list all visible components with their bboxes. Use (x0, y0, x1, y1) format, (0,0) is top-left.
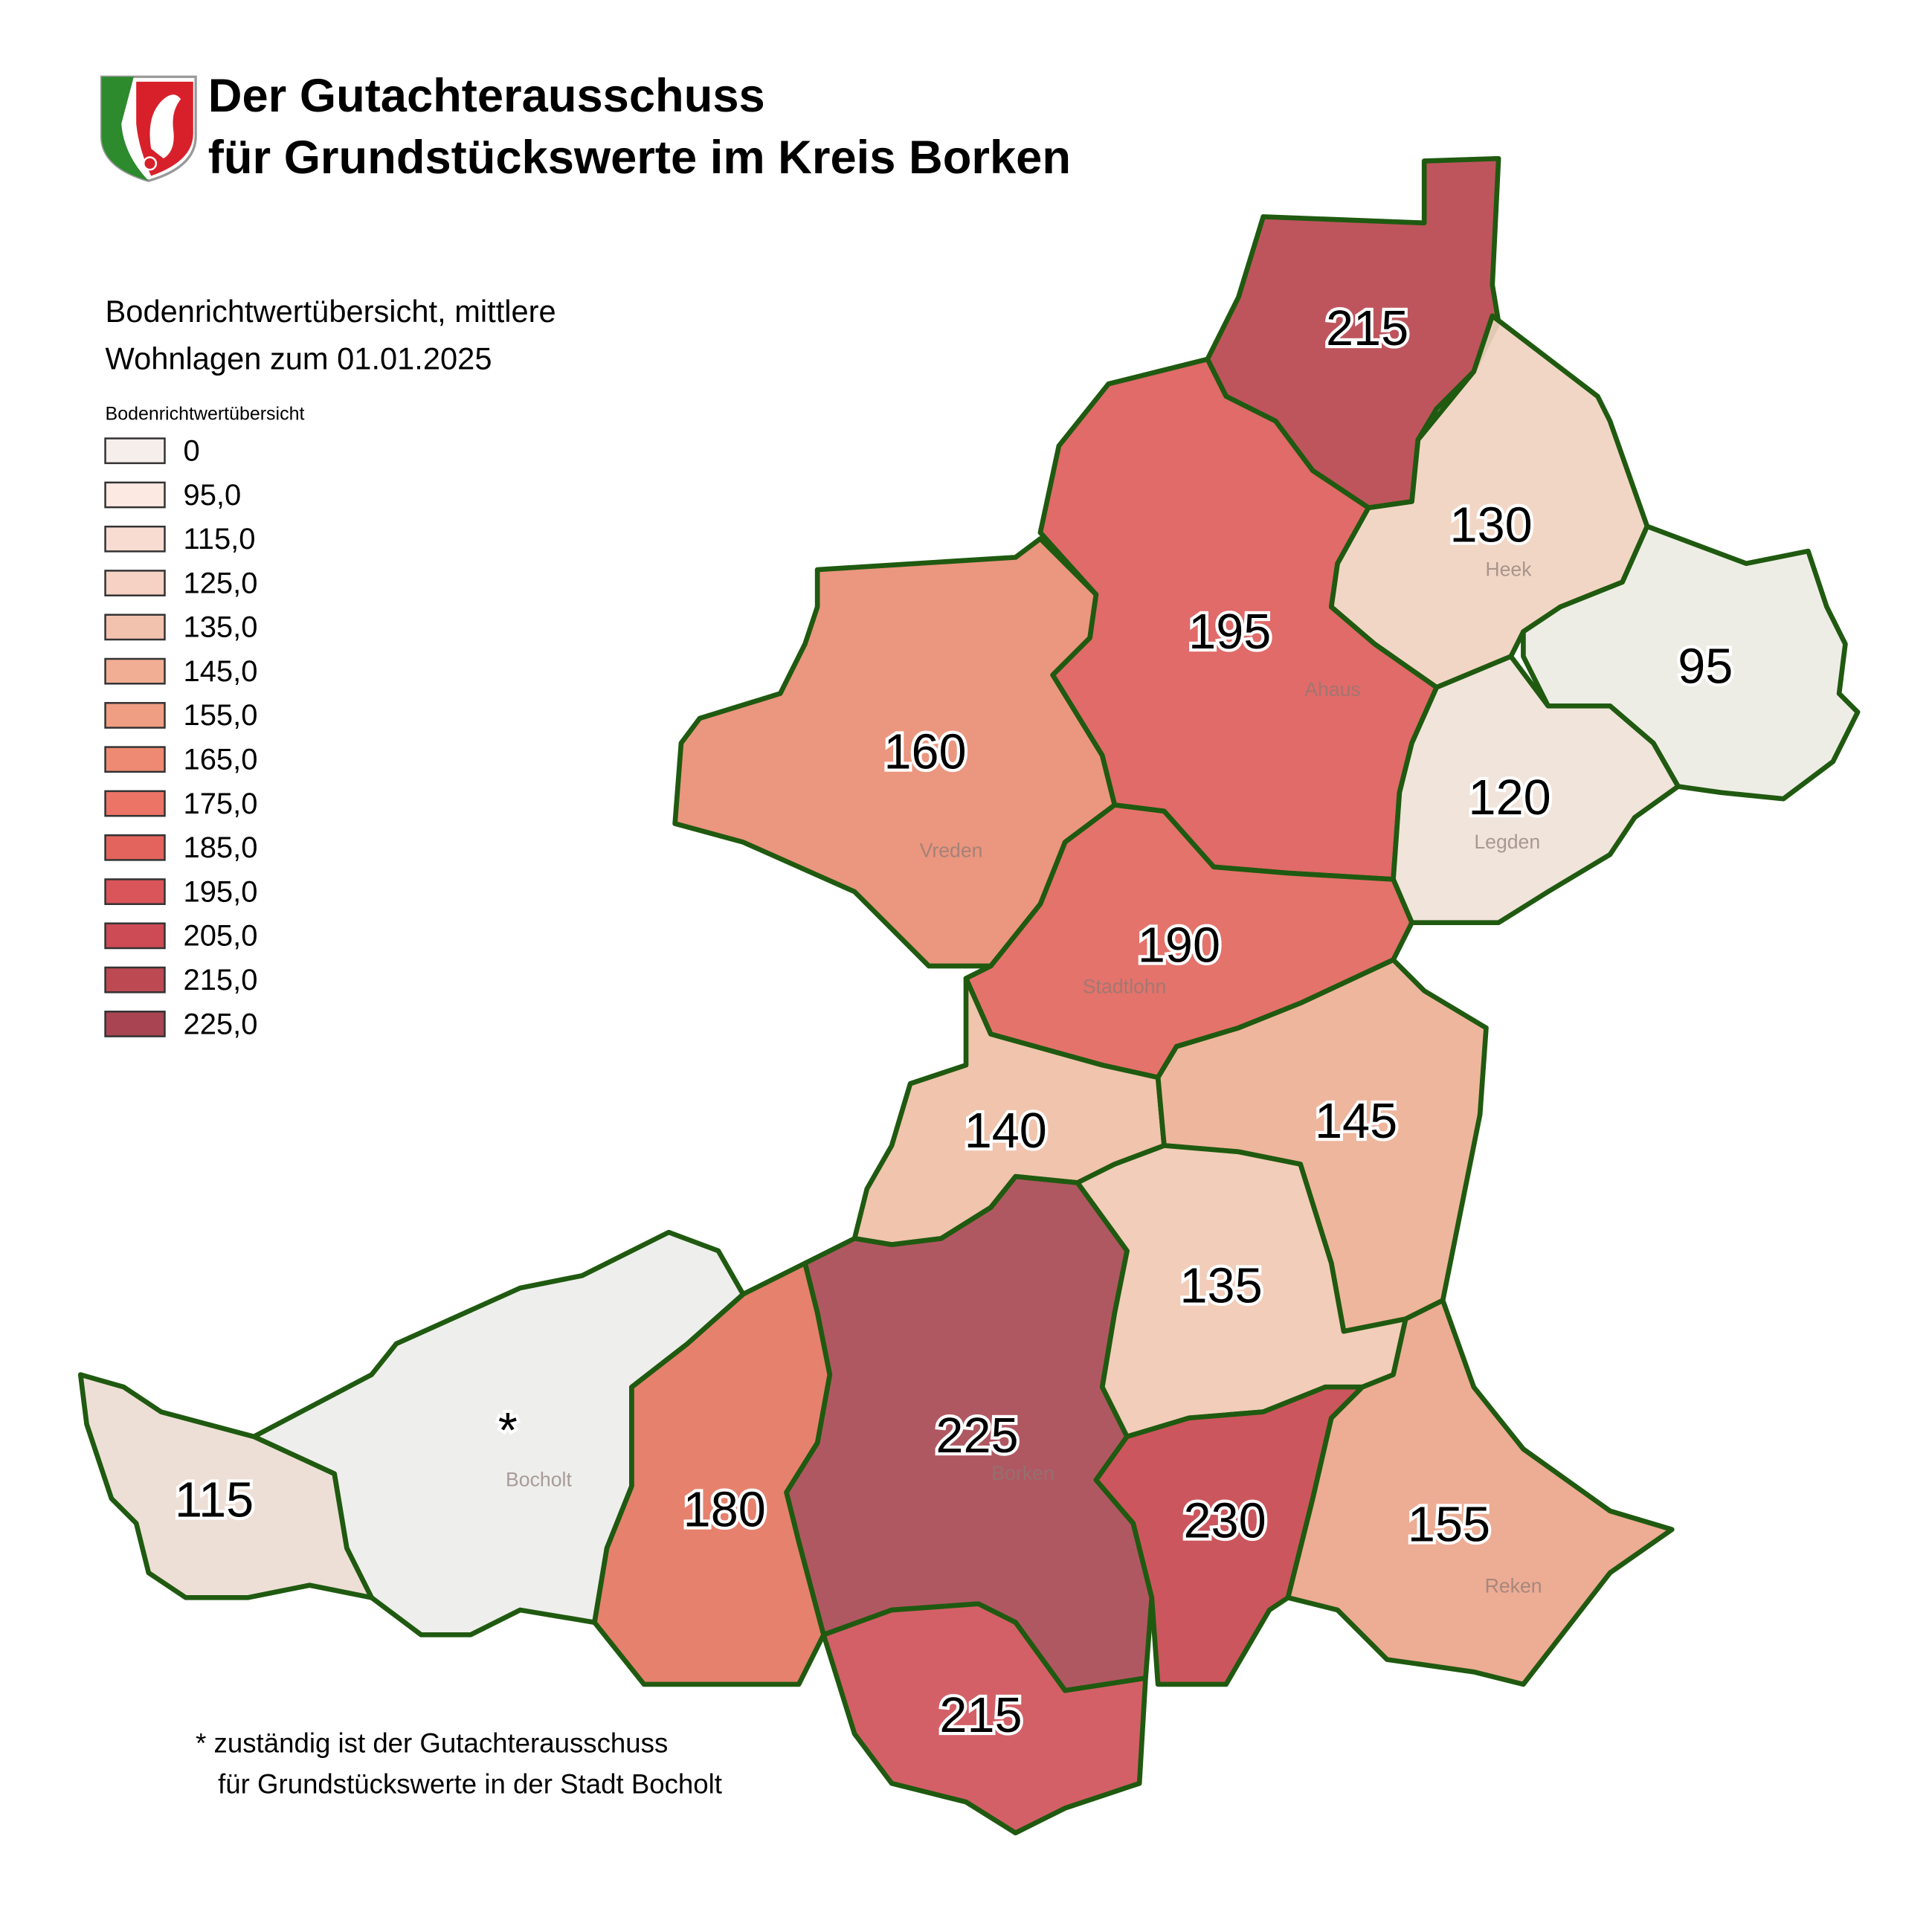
region-labels: 215 195 130 95 120 160 190 140 145 135 225 180 215 23… (172, 298, 1736, 1747)
legend-label: 195,0 (183, 875, 257, 908)
legend-label: 0 (183, 435, 199, 468)
legend-swatch (104, 834, 166, 861)
footnote: * zuständig ist der Gutachterausschuss (196, 1728, 668, 1759)
place-name: Bocholt (506, 1468, 572, 1490)
legend-swatch (104, 1011, 166, 1037)
legend-label: 155,0 (183, 699, 257, 732)
place-name: Vreden (920, 839, 983, 861)
legend-swatch (104, 746, 166, 773)
place-name: Reken (1485, 1575, 1542, 1597)
legend-swatch (104, 922, 166, 950)
title: für Grundstückswerte im Kreis Borken (208, 132, 1071, 184)
subtitle: Wohnlagen zum 01.01.2025 (106, 341, 492, 376)
place-name: Borken (991, 1462, 1054, 1484)
region-value: 225 (936, 1408, 1018, 1464)
legend-swatch (104, 525, 166, 553)
legend-swatch (104, 437, 166, 465)
subtitle: Bodenrichtwertübersicht, mittlere (106, 294, 556, 329)
region-value: 120 (1469, 770, 1551, 825)
region-value: 140 (965, 1104, 1047, 1159)
region-value: 145 (1315, 1094, 1397, 1149)
region (77, 1372, 374, 1600)
legend-label: 95,0 (183, 479, 241, 512)
region-value: 135 (1179, 1258, 1262, 1313)
legend-label: 215,0 (183, 964, 257, 996)
region-value: 160 (883, 724, 966, 779)
footnote: für Grundstückswerte in der Stadt Bochol… (218, 1768, 722, 1799)
legend-label: 125,0 (183, 567, 257, 599)
legend: 0 95,0 115,0 125,0 135,0 145,0 155,0 165,0 175,0… (104, 435, 257, 1040)
legend-label: 165,0 (183, 744, 257, 776)
legend-swatch (104, 702, 166, 729)
region-value: 215 (939, 1688, 1022, 1743)
region-value: 190 (1138, 918, 1220, 973)
region-value: 180 (683, 1483, 766, 1538)
region-value: 95 (1678, 640, 1733, 695)
place-name: Heek (1485, 558, 1532, 580)
legend-swatch (104, 657, 166, 685)
legend-label: 225,0 (183, 1008, 257, 1040)
region (1391, 654, 1681, 926)
regions (77, 155, 1861, 1836)
legend-swatch (104, 570, 166, 596)
region (1521, 524, 1861, 802)
region (821, 1601, 1148, 1836)
place-name: Stadtlohn (1083, 976, 1167, 998)
coat-of-arms (100, 75, 197, 182)
legend-swatch (104, 966, 166, 994)
legend-label: 205,0 (183, 920, 257, 953)
region (251, 1229, 746, 1638)
region-value: 215 (1326, 301, 1408, 356)
legend-swatch (104, 481, 166, 509)
legend-title: Bodenrichtwertübersicht (106, 404, 305, 425)
region-value: 195 (1188, 605, 1271, 660)
region-value: 155 (1408, 1498, 1490, 1553)
legend-swatch (104, 878, 166, 905)
region-value: 130 (1450, 498, 1533, 553)
region-value: 230 (1183, 1494, 1266, 1549)
legend-swatch (104, 790, 166, 817)
legend-label: 185,0 (183, 831, 257, 864)
region-value: 115 (175, 1472, 254, 1527)
legend-label: 115,0 (183, 523, 255, 556)
place-name: Legden (1474, 831, 1540, 853)
region (1285, 1298, 1675, 1687)
legend-label: 135,0 (183, 611, 257, 644)
title: Der Gutachterausschuss (208, 70, 765, 122)
place-name: Ahaus (1304, 678, 1361, 701)
region-value: * (498, 1403, 518, 1458)
legend-label: 175,0 (183, 788, 257, 820)
legend-swatch (104, 614, 166, 641)
legend-label: 145,0 (183, 655, 257, 688)
